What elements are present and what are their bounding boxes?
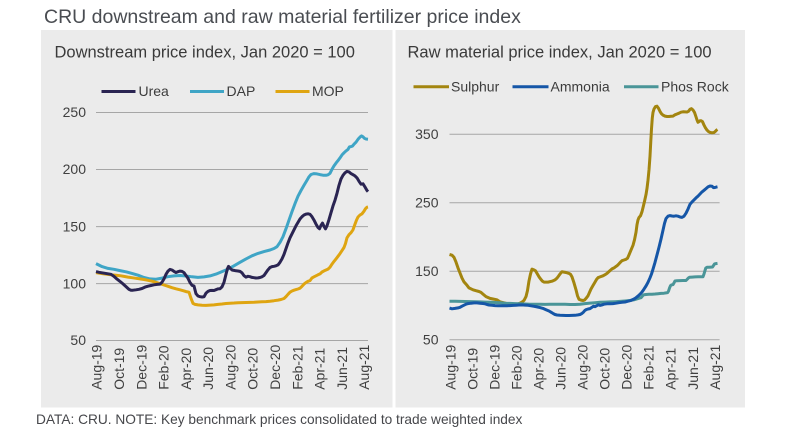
svg-text:100: 100 — [63, 275, 87, 291]
svg-text:Dec-19: Dec-19 — [486, 344, 502, 389]
svg-text:Aug-21: Aug-21 — [356, 344, 372, 389]
svg-text:Urea: Urea — [139, 83, 170, 99]
svg-text:Aug-20: Aug-20 — [575, 344, 591, 389]
svg-text:Apr-21: Apr-21 — [312, 348, 328, 390]
svg-text:Feb-20: Feb-20 — [156, 345, 172, 390]
svg-text:Feb-21: Feb-21 — [289, 345, 305, 390]
svg-text:200: 200 — [63, 161, 87, 177]
svg-text:250: 250 — [63, 104, 87, 120]
svg-text:Raw material price index, Jan: Raw material price index, Jan 2020 = 100 — [408, 44, 712, 62]
svg-text:Oct-20: Oct-20 — [245, 348, 261, 390]
svg-text:Aug-20: Aug-20 — [223, 344, 239, 389]
svg-text:Dec-20: Dec-20 — [267, 344, 283, 389]
svg-text:Apr-20: Apr-20 — [178, 348, 194, 390]
svg-text:Dec-19: Dec-19 — [133, 344, 149, 389]
svg-text:Phos Rock: Phos Rock — [661, 79, 730, 95]
svg-text:Sulphur: Sulphur — [451, 79, 500, 95]
svg-text:250: 250 — [415, 195, 439, 211]
svg-text:Jun-20: Jun-20 — [200, 347, 216, 390]
svg-text:50: 50 — [70, 332, 86, 348]
svg-text:MOP: MOP — [312, 83, 344, 99]
svg-text:Downstream price index, Jan 20: Downstream price index, Jan 2020 = 100 — [55, 44, 355, 62]
svg-text:Feb-20: Feb-20 — [508, 345, 524, 390]
svg-text:350: 350 — [415, 126, 439, 142]
svg-text:150: 150 — [415, 263, 439, 279]
svg-text:Aug-19: Aug-19 — [442, 344, 458, 389]
svg-text:Ammonia: Ammonia — [551, 79, 610, 95]
svg-text:Oct-19: Oct-19 — [111, 348, 127, 390]
svg-text:Dec-20: Dec-20 — [619, 344, 635, 389]
svg-text:Jun-20: Jun-20 — [553, 347, 569, 390]
svg-text:Oct-20: Oct-20 — [597, 348, 613, 390]
svg-text:Jun-21: Jun-21 — [334, 347, 350, 390]
svg-text:Feb-21: Feb-21 — [641, 345, 657, 390]
svg-text:Oct-19: Oct-19 — [464, 348, 480, 390]
svg-text:Aug-19: Aug-19 — [89, 344, 105, 389]
svg-text:Aug-21: Aug-21 — [707, 344, 723, 389]
svg-text:Jun-21: Jun-21 — [685, 347, 701, 390]
svg-text:150: 150 — [63, 218, 87, 234]
svg-text:Apr-20: Apr-20 — [531, 348, 547, 390]
svg-text:DAP: DAP — [227, 83, 256, 99]
svg-text:50: 50 — [423, 332, 439, 348]
svg-text:Apr-21: Apr-21 — [663, 348, 679, 390]
